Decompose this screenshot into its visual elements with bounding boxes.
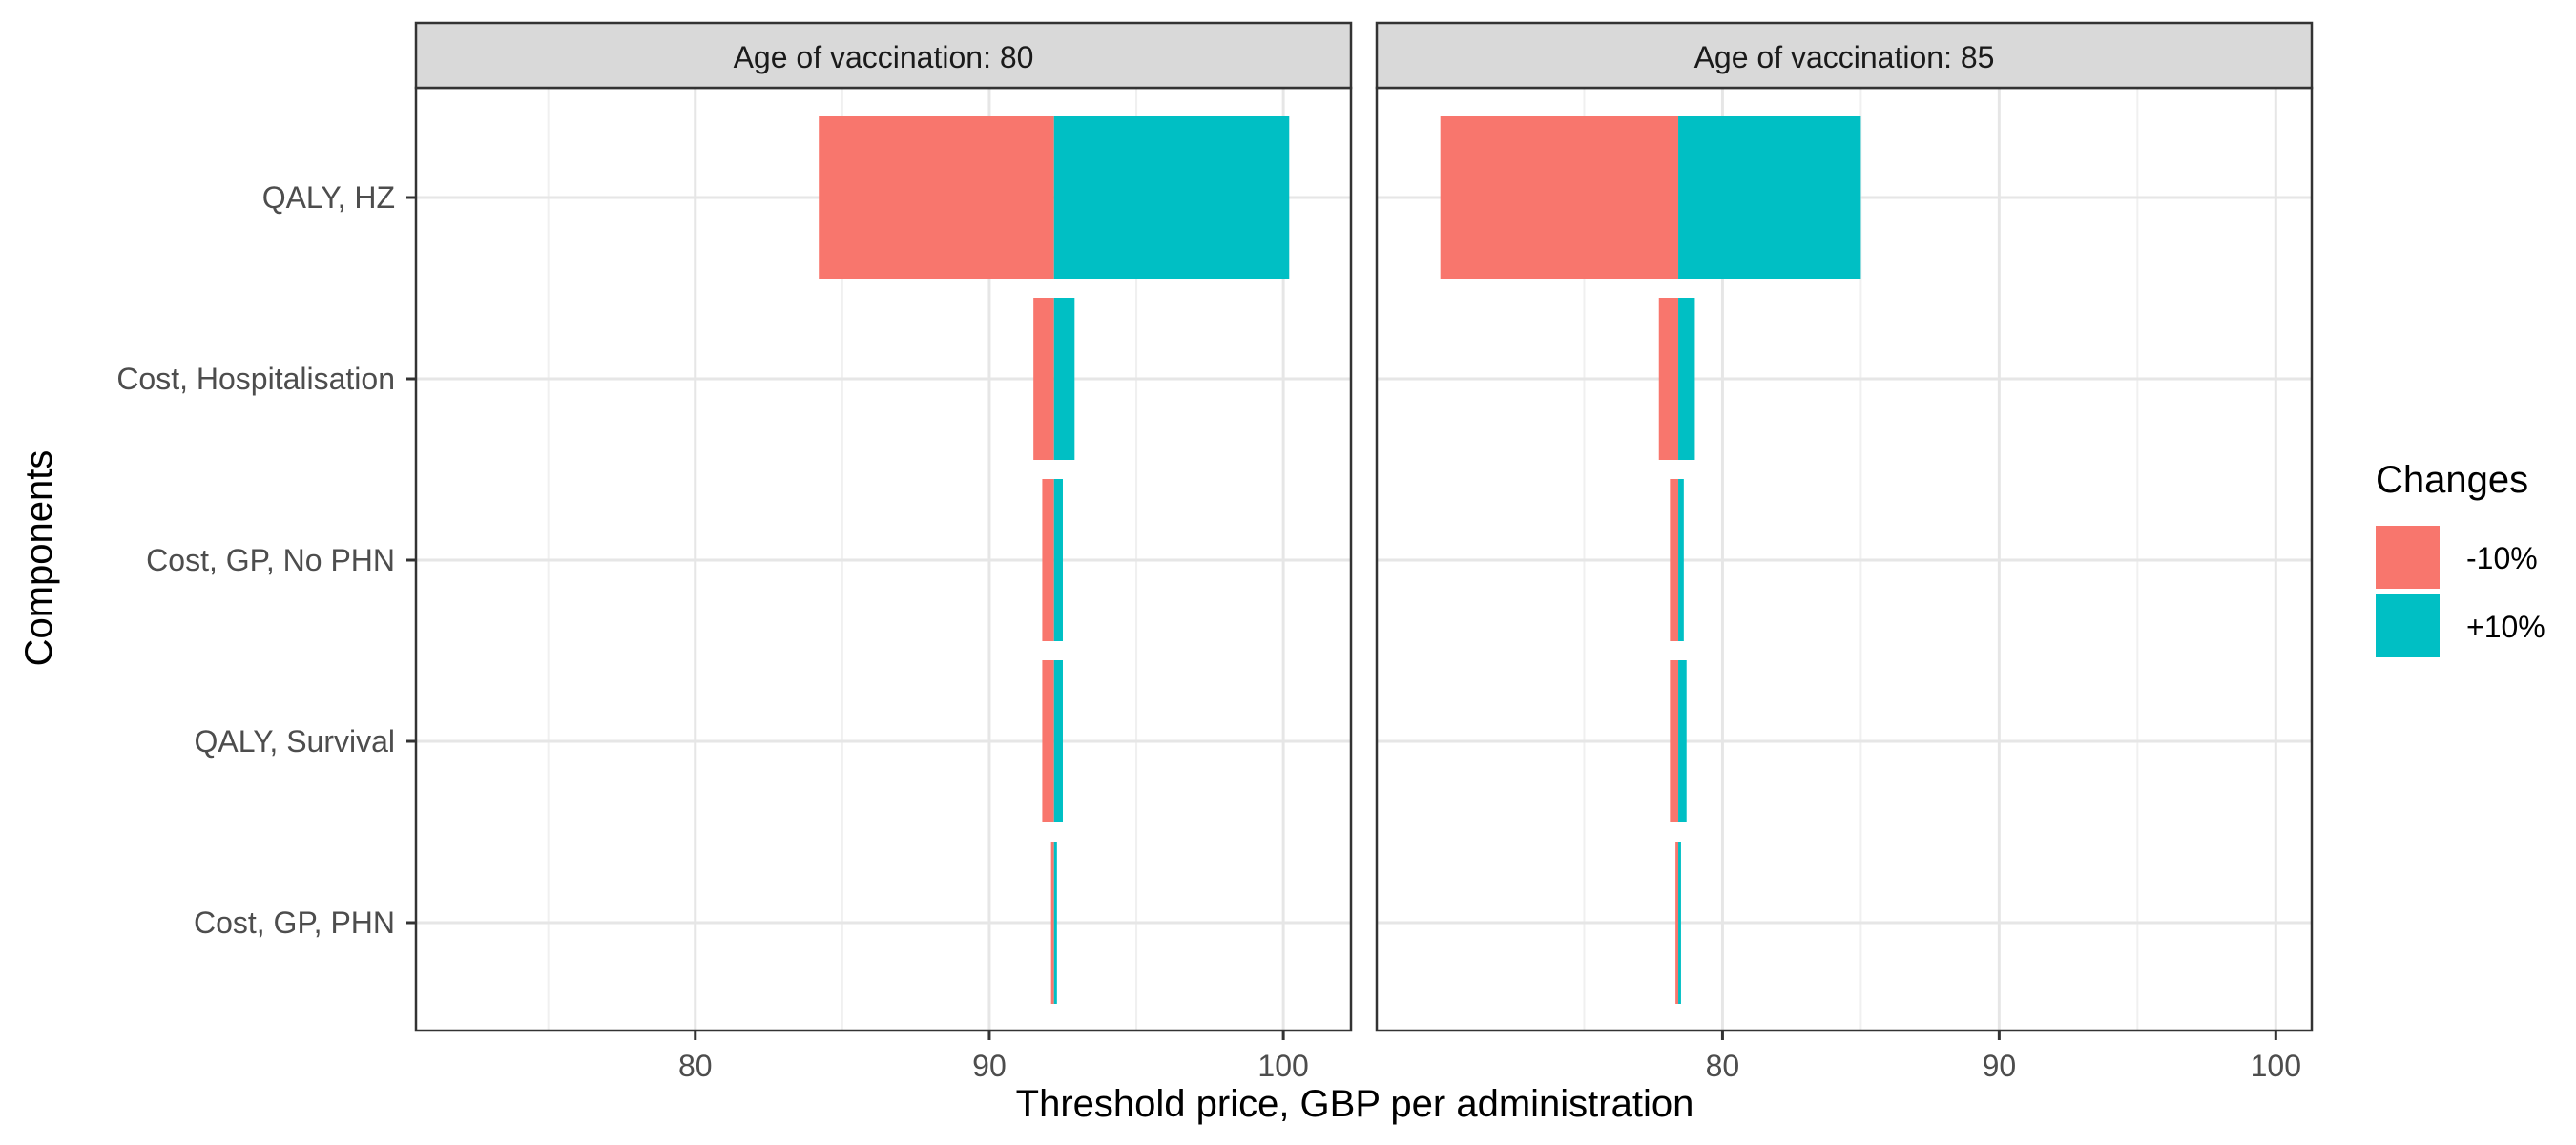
bar-plus-10 [1053,479,1063,641]
bar-minus-10 [819,116,1054,279]
panel-strip-label: Age of vaccination: 85 [1694,40,1995,74]
bar-plus-10 [1053,116,1290,279]
panel-strip [1375,21,2314,90]
bar-minus-10 [1670,660,1679,822]
bar-plus-10 [1678,479,1684,641]
bar-minus-10 [1658,298,1679,460]
bar-plus-10 [1678,298,1695,460]
x-tick-label: 90 [1983,1049,2017,1083]
bar-plus-10 [1053,660,1063,822]
panel-strip [414,21,1353,90]
x-tick-label: 100 [2251,1049,2301,1083]
bar-plus-10 [1678,660,1687,822]
legend-label-plus: +10% [2466,610,2545,644]
bar-minus-10 [1050,842,1054,1004]
bar-plus-10 [1678,116,1861,279]
x-tick-label: 100 [1257,1049,1308,1083]
panel-2: Age of vaccination: 85 80 90 100 [1375,21,2314,1083]
bar-plus-10 [1053,842,1057,1004]
bar-plus-10 [1678,842,1681,1004]
panel-strip-label: Age of vaccination: 80 [734,40,1034,74]
x-tick-label: 90 [972,1049,1007,1083]
y-tick-label: QALY, Survival [195,724,395,759]
x-axis-title: Threshold price, GBP per administration [1016,1083,1694,1125]
y-tick-label: Cost, Hospitalisation [116,362,395,396]
panel-1: Age of vaccination: 80 80 90 100 [414,21,1353,1083]
legend-key-plus [2376,594,2440,657]
y-tick-label: QALY, HZ [262,180,395,215]
bar-minus-10 [1675,842,1679,1004]
bar-minus-10 [1042,660,1054,822]
bar-minus-10 [1042,479,1054,641]
x-tick-label: 80 [678,1049,713,1083]
bar-minus-10 [1670,479,1679,641]
y-tick-label: Cost, GP, PHN [194,906,395,940]
legend: Changes -10% +10% [2376,459,2545,657]
legend-label-minus: -10% [2466,541,2538,575]
x-tick-label: 80 [1706,1049,1740,1083]
y-axis-title: Components [18,450,60,667]
legend-key-minus [2376,526,2440,589]
bar-plus-10 [1053,298,1075,460]
bar-minus-10 [1033,298,1054,460]
bar-minus-10 [1440,116,1679,279]
y-tick-label: Cost, GP, No PHN [146,543,395,577]
legend-title: Changes [2376,459,2528,501]
